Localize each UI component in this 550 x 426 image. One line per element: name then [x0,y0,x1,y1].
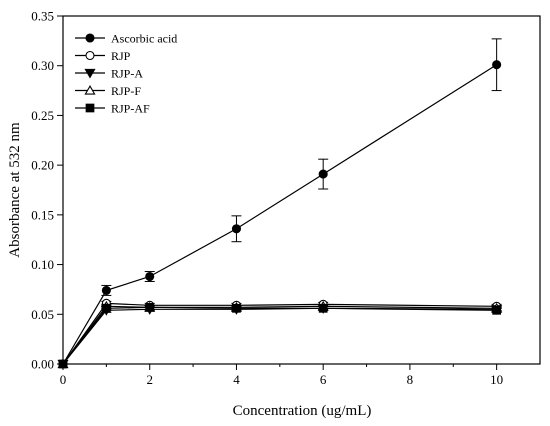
rjp-af-point [58,359,68,369]
legend-marker-ascorbic-acid [85,33,95,43]
rjp-af-point [318,303,328,313]
legend-item-rjp-af: RJP-AF [75,102,150,116]
legend-item-ascorbic-acid: Ascorbic acid [75,32,177,46]
rjp-af-point [232,303,241,313]
legend-marker-rjp-a [84,68,96,79]
ascorbic-acid-point [231,224,242,234]
x-axis-ticks: 0 2 4 6 8 10 [60,364,503,387]
legend-marker-rjp-f [84,84,96,95]
legend-label-rjp-a: RJP-A [111,67,143,81]
x-tick-label: 6 [320,372,327,387]
ascorbic-acid-point [101,285,111,295]
series-layer [57,38,503,370]
series-rjp-a [57,304,503,370]
legend-label-rjp: RJP [111,49,131,63]
plot-frame [62,15,541,365]
legend-label-ascorbic-acid: Ascorbic acid [111,32,177,46]
legend-marker-rjp-af [85,103,95,113]
rjp-af-point [102,303,111,313]
x-tick-label: 10 [490,372,503,387]
legend-item-rjp-a: RJP-A [75,67,143,81]
legend-label-rjp-f: RJP-F [111,84,141,98]
legend: Ascorbic acid RJP RJP-A RJP-F RJP-AF [75,32,177,116]
legend-item-rjp: RJP [75,49,131,63]
rjp-af-point [145,302,155,312]
legend-marker-rjp [85,50,95,61]
ascorbic-acid-point [492,60,502,70]
y-tick-label: 0.20 [31,158,54,173]
x-tick-label: 8 [407,372,414,387]
y-tick-label: 0.15 [31,207,54,222]
y-tick-label: 0.35 [31,9,54,24]
ascorbic-acid-point [145,271,155,282]
plot-area-border [62,15,541,365]
x-tick-label: 0 [60,372,67,387]
ascorbic-acid-line [62,64,497,365]
rjp-af-line [62,306,497,365]
x-tick-label: 2 [146,372,153,387]
y-tick-label: 0.00 [31,357,54,372]
legend-label-rjp-af: RJP-AF [111,102,150,116]
series-rjp-af [58,302,502,369]
rjp-af-point [492,305,501,315]
y-tick-label: 0.10 [31,257,54,272]
y-tick-label: 0.30 [31,58,54,73]
y-tick-label: 0.05 [31,307,54,322]
x-axis-label: Concentration (ug/mL) [233,403,372,419]
rjp-a-line [62,307,497,365]
x-tick-label: 4 [233,372,240,387]
legend-item-rjp-f: RJP-F [75,84,141,98]
series-rjp-f [57,300,503,369]
y-tick-label: 0.25 [31,108,54,123]
rjp-line [62,302,497,365]
ascorbic-acid-point [318,169,328,179]
y-axis-label: Absorbance at 532 nm [7,122,23,258]
rjp-f-line [62,305,497,365]
y-axis-ticks: 0.00 0.05 0.10 0.15 0.20 0.25 0.30 0.35 [31,9,63,372]
